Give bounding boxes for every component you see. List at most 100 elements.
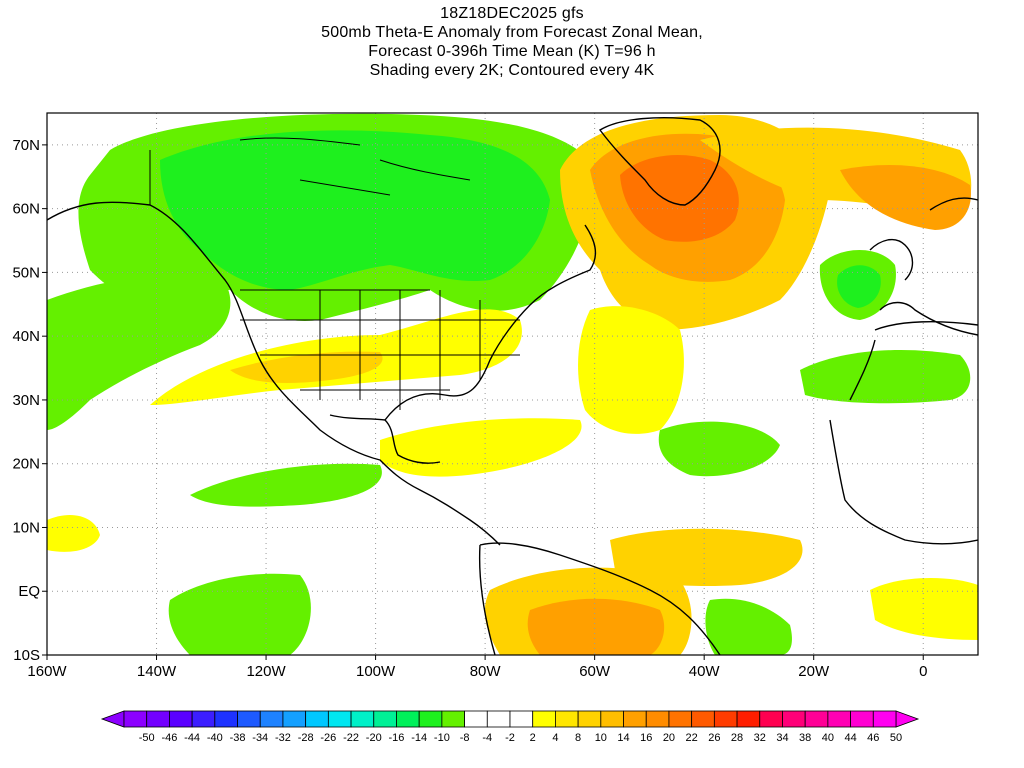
axis-ticks: 160W 140W 120W 100W 80W 60W 40W 20W 0 10S EQ 10N 20N…	[12, 137, 927, 680]
lon-tick-label: 60W	[579, 663, 611, 680]
colorbar-label: 14	[617, 732, 629, 744]
colorbar-label: 32	[754, 732, 766, 744]
title-line-3: Forecast 0-396h Time Mean (K) T=96 h	[368, 43, 656, 60]
colorbar-swatch	[373, 710, 397, 728]
us-east-coast	[384, 224, 597, 421]
lat-tick-label: 50N	[12, 264, 40, 281]
colorbar-swatch	[146, 710, 170, 728]
colorbar-swatch	[509, 710, 534, 728]
colorbar-label: 10	[595, 732, 607, 744]
colorbar-swatch	[600, 710, 624, 728]
colorbar-swatch	[668, 710, 693, 728]
equatorial-atlantic-anomaly	[610, 528, 803, 587]
colorbar-label: 44	[844, 732, 856, 744]
colorbar-label: 50	[890, 732, 902, 744]
colorbar-swatch	[872, 710, 897, 728]
colorbar-swatch	[214, 710, 238, 728]
colorbar-swatch	[645, 710, 670, 728]
colorbar-swatch	[691, 710, 715, 728]
lon-tick-label: 20W	[798, 663, 830, 680]
lon-tick-label: 0	[919, 663, 927, 680]
lat-tick-label: EQ	[18, 583, 40, 600]
colorbar: -50 -46 -44 -40 -38 -34 -32 -28 -26 -22 -20 -16 -14-…	[100, 710, 920, 744]
colorbar-swatch	[282, 710, 307, 728]
colorbar-label: 2	[530, 732, 536, 744]
colorbar-label: -22	[343, 732, 359, 744]
africa-coast	[829, 321, 978, 545]
colorbar-swatch	[237, 710, 261, 728]
title-line-1: 18Z18DEC2025 gfs	[440, 5, 584, 22]
colorbar-label: 46	[867, 732, 879, 744]
colorbar-swatch	[804, 710, 829, 728]
gulf-coast	[329, 414, 441, 464]
lat-tick-label: 30N	[12, 392, 40, 409]
colorbar-swatch	[191, 710, 216, 728]
caribbean-anomaly	[380, 418, 582, 477]
colorbar-label: -32	[275, 732, 291, 744]
colorbar-label: 8	[575, 732, 581, 744]
colorbar-label: -4	[482, 732, 492, 744]
eastern-atlantic-anomaly	[705, 598, 792, 655]
colorbar-label: 38	[799, 732, 811, 744]
colorbar-min-arrow	[100, 710, 125, 728]
colorbar-swatch	[713, 710, 738, 728]
north-america-coast	[47, 201, 501, 546]
colorbar-swatch	[396, 710, 420, 728]
canada-coast	[149, 137, 471, 205]
lon-tick-label: 160W	[27, 663, 67, 680]
colorbar-swatch	[464, 710, 488, 728]
greenland-coast	[598, 117, 721, 206]
greenland-core-anomaly	[620, 155, 739, 242]
colorbar-label: -34	[252, 732, 268, 744]
lat-tick-label: 20N	[12, 456, 40, 473]
colorbar-label: -40	[207, 732, 223, 744]
colorbar-label: -14	[411, 732, 427, 744]
coastlines	[47, 117, 978, 655]
europe-core-anomaly	[837, 265, 881, 308]
map-frame	[46, 112, 979, 656]
anomaly-shading	[47, 113, 978, 655]
colorbar-label: 20	[663, 732, 675, 744]
lon-tick-label: 140W	[137, 663, 177, 680]
colorbar-label: 28	[731, 732, 743, 744]
mid-atlantic-anomaly	[578, 306, 684, 434]
colorbar-swatch	[486, 710, 511, 728]
map-title: 18Z18DEC2025 gfs 500mb Theta-E Anomaly f…	[0, 4, 1024, 80]
subtropical-atlantic-anomaly	[800, 350, 971, 404]
lon-tick-label: 100W	[356, 663, 396, 680]
colorbar-label: -16	[389, 732, 405, 744]
lat-tick-label: 40N	[12, 328, 40, 345]
colorbar-swatch	[327, 710, 352, 728]
graticule	[47, 113, 978, 655]
pacific-negative-band	[190, 463, 382, 507]
europe-coast	[869, 197, 978, 336]
colorbar-swatch	[532, 710, 556, 728]
colorbar-max-arrow	[895, 710, 920, 728]
colorbar-label: -8	[460, 732, 470, 744]
lon-tick-label: 80W	[470, 663, 502, 680]
us-borders	[240, 289, 520, 410]
title-line-2: 500mb Theta-E Anomaly from Forecast Zona…	[321, 24, 703, 41]
colorbar-label: -50	[139, 732, 155, 744]
pacific-negative-anomaly	[47, 273, 231, 430]
colorbar-swatch	[305, 710, 329, 728]
colorbar-label: -28	[298, 732, 314, 744]
atlantic-negative-anomaly	[658, 421, 780, 477]
colorbar-label: 26	[708, 732, 720, 744]
colorbar-swatch	[441, 710, 465, 728]
colorbar-swatch	[850, 710, 874, 728]
colorbar-swatch	[759, 710, 783, 728]
colorbar-swatch	[782, 710, 806, 728]
colorbar-label: -20	[366, 732, 382, 744]
colorbar-label: -2	[505, 732, 515, 744]
colorbar-swatch	[827, 710, 851, 728]
colorbar-swatch	[259, 710, 284, 728]
colorbar-swatch	[623, 710, 647, 728]
title-line-4: Shading every 2K; Contoured every 4K	[369, 62, 655, 79]
colorbar-swatch	[418, 710, 443, 728]
lon-tick-label: 40W	[689, 663, 721, 680]
south-america-coast	[478, 542, 721, 655]
colorbar-label: 22	[686, 732, 698, 744]
tropical-pacific-anomaly	[168, 573, 311, 655]
